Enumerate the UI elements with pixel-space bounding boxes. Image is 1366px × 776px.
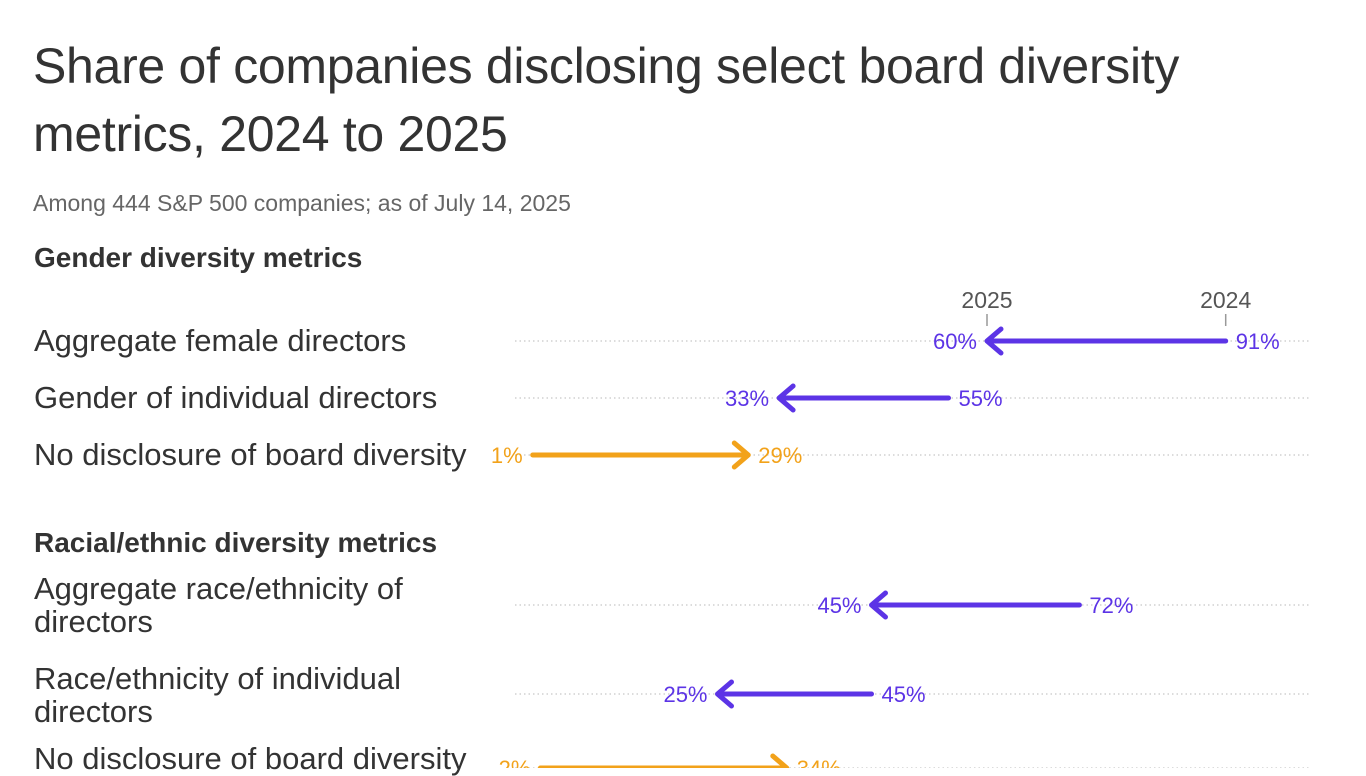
- value-label-end-s1-r1: 25%: [663, 682, 707, 707]
- row-label-no-disclosure-gender: No disclosure of board diversity: [34, 437, 467, 472]
- value-label-end-s0-r0: 60%: [933, 329, 977, 354]
- chart-title: Share of companies disclosing select boa…: [33, 38, 1180, 162]
- value-label-end-s0-r2: 29%: [758, 443, 802, 468]
- row-label-aggregate-female: Aggregate female directors: [34, 323, 407, 358]
- arrow-head-s1-r2: [770, 753, 790, 768]
- value-label-start-s0-r1: 55%: [959, 386, 1003, 411]
- arrow-head-s1-r0: [869, 590, 888, 620]
- value-label-end-s0-r1: 33%: [725, 386, 769, 411]
- arrow-head-s0-r2: [731, 440, 751, 470]
- value-label-end-s1-r2: 34%: [797, 756, 841, 768]
- row-label-aggregate-race: Aggregate race/ethnicity of directors: [34, 571, 403, 639]
- chart-subtitle: Among 444 S&P 500 companies; as of July …: [33, 190, 571, 216]
- arrow-head-s0-r0: [984, 326, 1004, 356]
- value-label-start-s1-r1: 45%: [882, 682, 926, 707]
- value-label-end-s1-r0: 45%: [817, 593, 861, 618]
- arrow-head-s1-r1: [715, 679, 734, 709]
- value-label-start-s1-r0: 72%: [1089, 593, 1133, 618]
- row-label-race-individual: Race/ethnicity of individual directors: [34, 661, 402, 729]
- year-label-2025: 2025: [961, 287, 1013, 313]
- section-heading-gender: Gender diversity metrics: [34, 242, 363, 273]
- section-heading-race: Racial/ethnic diversity metrics: [34, 527, 438, 558]
- year-label-2024: 2024: [1200, 287, 1252, 313]
- value-label-start-s0-r0: 91%: [1236, 329, 1280, 354]
- row-label-gender-individual: Gender of individual directors: [34, 380, 438, 415]
- value-label-start-s1-r2: 2%: [499, 756, 531, 768]
- value-label-start-s0-r2: 1%: [491, 443, 523, 468]
- arrow-head-s0-r1: [776, 383, 796, 413]
